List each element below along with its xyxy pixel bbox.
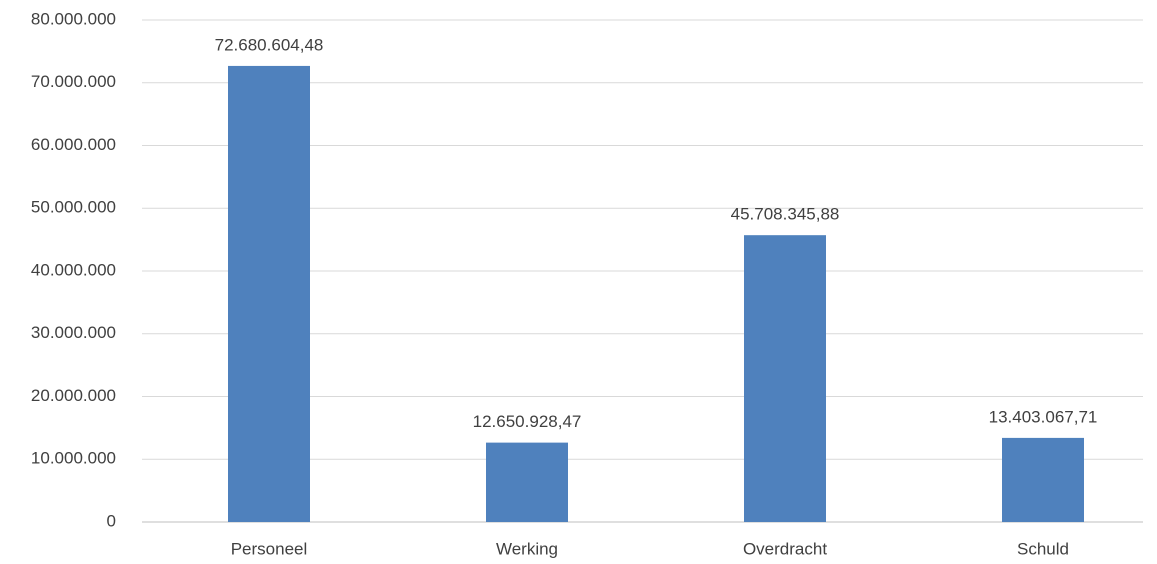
bar bbox=[744, 235, 826, 523]
x-tick-label: Schuld bbox=[1017, 539, 1069, 558]
y-tick-label: 80.000.000 bbox=[31, 9, 116, 28]
y-tick-label: 70.000.000 bbox=[31, 72, 116, 91]
data-label: 72.680.604,48 bbox=[215, 35, 324, 54]
bar bbox=[228, 65, 310, 523]
data-label: 12.650.928,47 bbox=[473, 412, 582, 431]
y-tick-label: 10.000.000 bbox=[31, 449, 116, 468]
data-label: 45.708.345,88 bbox=[731, 205, 840, 224]
bar bbox=[486, 442, 568, 522]
y-tick-label: 50.000.000 bbox=[31, 198, 116, 217]
data-label: 13.403.067,71 bbox=[989, 407, 1098, 426]
y-tick-label: 0 bbox=[107, 511, 116, 530]
bar bbox=[1002, 437, 1084, 522]
x-tick-label: Overdracht bbox=[743, 539, 827, 558]
y-tick-label: 40.000.000 bbox=[31, 260, 116, 279]
y-tick-label: 20.000.000 bbox=[31, 386, 116, 405]
y-tick-label: 30.000.000 bbox=[31, 323, 116, 342]
x-tick-label: Werking bbox=[496, 539, 558, 558]
y-tick-label: 60.000.000 bbox=[31, 135, 116, 154]
x-tick-label: Personeel bbox=[231, 539, 308, 558]
